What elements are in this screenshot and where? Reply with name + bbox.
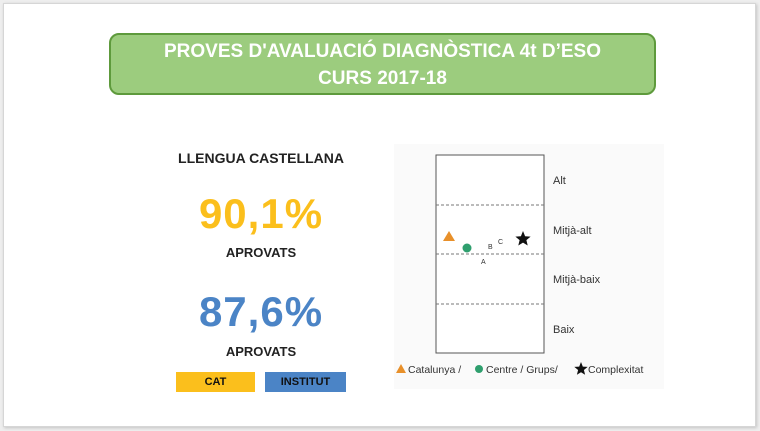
level-label-baix: Baix bbox=[553, 324, 575, 336]
level-label-mitja-baix: Mitjà-baix bbox=[553, 274, 601, 286]
legend-triangle-icon bbox=[396, 364, 406, 373]
level-label-alt: Alt bbox=[553, 175, 566, 187]
legend-complexitat-label: Complexitat bbox=[588, 364, 644, 376]
title-line-1: PROVES D'AVALUACIÓ DIAGNÒSTICA 4t D’ESO bbox=[164, 41, 601, 62]
slide: PROVES D'AVALUACIÓ DIAGNÒSTICA 4t D’ESO … bbox=[3, 3, 756, 427]
title-banner: PROVES D'AVALUACIÓ DIAGNÒSTICA 4t D’ESO … bbox=[109, 33, 656, 95]
title-line-2: CURS 2017-18 bbox=[318, 68, 447, 89]
legend-star-icon bbox=[574, 362, 588, 375]
centre-circle-marker bbox=[462, 243, 472, 253]
legend-cat-box: CAT bbox=[176, 372, 255, 392]
catalunya-percentage: 90,1% bbox=[198, 190, 324, 237]
legend-circle-icon bbox=[475, 365, 483, 373]
level-label-mitja-alt: Mitjà-alt bbox=[553, 225, 592, 237]
institut-percentage: 87,6% bbox=[198, 288, 324, 335]
catalunya-label: APROVATS bbox=[225, 245, 297, 260]
point-label-c: C bbox=[498, 239, 503, 246]
legend-centre-label: Centre / Grups/ bbox=[486, 364, 558, 376]
point-label-a: A bbox=[481, 259, 486, 266]
catalunya-triangle-marker bbox=[443, 231, 455, 241]
legend-institut-box: INSTITUT bbox=[265, 372, 346, 392]
level-chart: Alt Mitjà-alt Mitjà-baix Baix A B C Cata… bbox=[394, 144, 664, 389]
institut-label: APROVATS bbox=[225, 344, 297, 359]
legend-catalunya-label: Catalunya / bbox=[408, 364, 461, 376]
complexitat-star-marker bbox=[515, 231, 531, 246]
point-label-b: B bbox=[488, 244, 493, 251]
subject-title: LLENGUA CASTELLANA bbox=[178, 150, 344, 166]
